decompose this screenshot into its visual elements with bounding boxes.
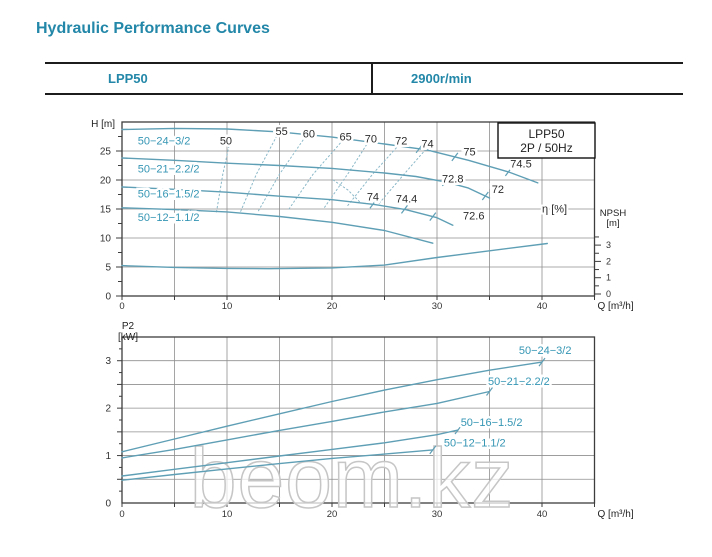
npsh-axis-title-units: [m] [606,218,619,229]
power-curve-end-tick [538,357,546,367]
legend-speed: 2P / 50Hz [520,141,572,155]
x-axis-title: Q [m³/h] [598,301,634,312]
efficiency-label: 72.8 [442,173,463,185]
curve-tick [481,191,489,201]
y-tick-label: 5 [105,263,111,274]
spec-table: LPP50 2900r/min [45,62,683,95]
efficiency-contour-74-close [332,179,361,204]
curve-tick [400,205,408,214]
npsh-tick-label: 2 [606,256,611,266]
power-curve-label: 50−12−1.1/2 [444,438,506,450]
curve-label: 50−16−1.5/2 [138,188,200,200]
model-label: LPP50 [108,71,148,86]
legend-box [497,122,596,159]
curve-label: 50−24−3/2 [138,136,191,148]
npsh-tick-label: 0 [606,289,611,299]
efficiency-label: 75 [463,147,475,159]
x-tick-label: 0 [119,509,124,520]
efficiency-contour-55 [240,134,278,212]
x-tick-label: 20 [327,301,338,312]
page-title: Hydraulic Performance Curves [36,20,270,37]
curve-tick [415,144,423,154]
power-curve-end-tick [486,387,493,396]
power-curve [121,429,459,477]
curve-label: 50−12−1.1/2 [138,212,200,224]
efficiency-label: 72 [395,136,407,148]
y-axis-title: H [m] [91,119,115,130]
efficiency-label: 55 [275,126,287,138]
efficiency-label: 72 [492,184,504,196]
efficiency-contour-50 [216,135,232,213]
spec-cell-model: LPP50 [45,64,373,93]
y-tick-label: 0 [105,499,111,510]
y-tick-label: 25 [100,147,112,158]
efficiency-contour-74 [378,149,426,204]
curve-tick [451,152,459,162]
y-tick-label: 15 [100,205,112,216]
npsh-tick-label: 3 [606,240,611,250]
power-curve-end-tick [429,445,437,455]
curve-label: 50−21−2.2/2 [138,163,200,175]
efficiency-contour-70 [324,142,369,208]
x-axis-title: Q [m³/h] [598,509,634,520]
x-tick-label: 40 [537,509,548,520]
x-tick-label: 0 [119,301,124,312]
curve-tick [504,167,512,177]
pump-curve [121,186,454,226]
power-curve-label: 50−16−1.5/2 [461,417,523,429]
speed-label: 2900r/min [411,71,472,86]
y-tick-label: 3 [105,356,111,367]
efficiency-label: 74 [367,191,379,203]
efficiency-label: 72.6 [463,210,484,222]
curve-tick [429,212,437,221]
power-curve [121,361,543,453]
efficiency-contour-60 [258,137,306,212]
power-curve-label: 50−21−2.2/2 [488,376,550,388]
x-tick-label: 40 [537,301,548,312]
curve-tick [369,199,377,209]
curve-tick [441,177,449,187]
y-tick-label: 10 [100,234,112,245]
x-tick-label: 30 [432,301,443,312]
x-tick-label: 30 [432,509,443,520]
npsh-tick-label: 1 [606,273,611,283]
y-tick-label: 1 [105,451,111,462]
legend-model: LPP50 [528,127,564,141]
npsh-curve [121,242,548,270]
efficiency-label: 74.5 [510,158,531,170]
efficiency-label: 50 [220,136,232,148]
efficiency-label: 74 [421,139,433,151]
x-tick-label: 10 [222,301,233,312]
y-tick-label: 2 [105,404,111,415]
power-curve [121,449,434,481]
y-tick-label: 0 [105,292,111,303]
efficiency-label: 60 [303,129,315,141]
power-curve [121,390,491,459]
y-axis-title-units: [kW] [118,332,138,343]
power-curve-end-tick [454,425,462,435]
npsh-axis-title: NPSH [600,208,627,219]
eta-axis-label: η [%] [542,204,567,216]
x-tick-label: 10 [222,509,233,520]
y-tick-label: 20 [100,176,112,187]
efficiency-label: 74.4 [396,194,417,206]
pump-curve [121,157,491,199]
efficiency-label: 65 [340,132,352,144]
pump-curve [121,127,539,184]
efficiency-label: 70 [365,133,377,145]
spec-cell-speed: 2900r/min [373,64,683,93]
pump-curve [121,207,434,244]
x-tick-label: 20 [327,509,338,520]
y-axis-title: P2 [122,321,135,332]
power-curve-label: 50−24−3/2 [519,345,572,357]
